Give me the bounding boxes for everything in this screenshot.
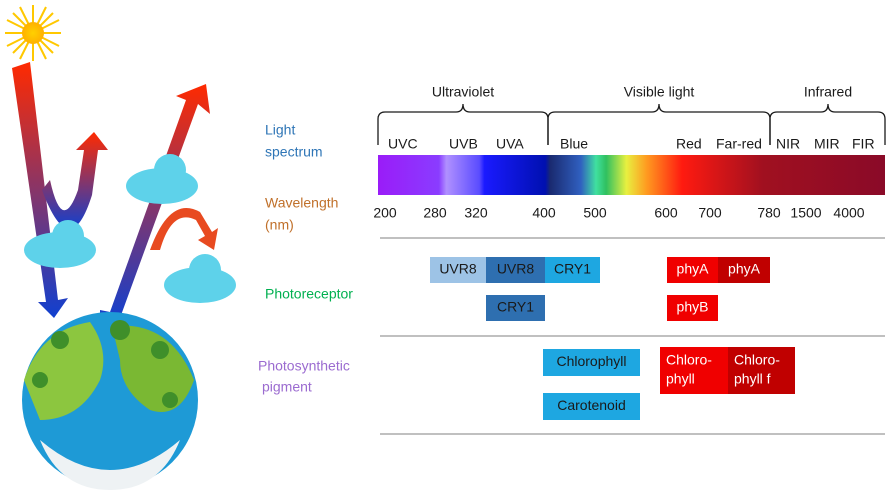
band-label: UVC	[388, 136, 418, 152]
label: Photosynthetic	[258, 358, 350, 374]
photoreceptor-box	[545, 257, 600, 283]
spectrum-bar	[378, 155, 885, 195]
brace	[547, 103, 771, 145]
pigment-box	[543, 349, 640, 376]
wavelength-label: 500	[583, 205, 607, 221]
illustration	[5, 5, 236, 490]
pigment-label: phyll	[666, 371, 695, 387]
pigment-label: phyll f	[734, 371, 771, 387]
photoreceptor-box	[486, 257, 545, 283]
photoreceptor-label: phyB	[677, 299, 709, 315]
photoreceptor-box	[430, 257, 486, 283]
pigment-label: Chloro-	[734, 352, 780, 368]
pigment-label: Carotenoid	[557, 397, 626, 413]
region-label: Visible light	[624, 84, 695, 100]
wavelength-label: 400	[532, 205, 556, 221]
label: pigment	[262, 379, 312, 395]
pigment-box	[660, 347, 728, 394]
wavelength-label: 320	[464, 205, 488, 221]
photoreceptor-label: CRY1	[554, 261, 591, 277]
wavelength-label: 600	[654, 205, 678, 221]
label: Light	[265, 122, 295, 138]
label: spectrum	[265, 144, 323, 160]
wavelength-label: 4000	[833, 205, 864, 221]
wavelength-label: 780	[757, 205, 781, 221]
photoreceptor-box	[667, 257, 718, 283]
brace	[769, 103, 886, 145]
wavelength-label: 700	[698, 205, 722, 221]
label: Photoreceptor	[265, 286, 353, 302]
band-label: Red	[676, 136, 702, 152]
photoreceptor-label: CRY1	[497, 299, 534, 315]
region-label: Ultraviolet	[432, 84, 494, 100]
band-label: FIR	[852, 136, 875, 152]
photoreceptor-label: phyA	[677, 261, 710, 277]
pigment-box	[728, 347, 795, 394]
brace	[377, 103, 549, 145]
pigment-box	[543, 393, 640, 420]
label: (nm)	[265, 217, 294, 233]
wavelength-label: 280	[423, 205, 447, 221]
wavelength-label: 200	[373, 205, 397, 221]
band-label: Far-red	[716, 136, 762, 152]
band-label: UVA	[496, 136, 524, 152]
pigment-label: Chloro-	[666, 352, 712, 368]
photoreceptor-label: UVR8	[497, 261, 535, 277]
label: Wavelength	[265, 195, 338, 211]
band-label: UVB	[449, 136, 478, 152]
region-label: Infrared	[804, 84, 852, 100]
band-label: MIR	[814, 136, 840, 152]
photoreceptor-box	[718, 257, 770, 283]
pigment-label: Chlorophyll	[556, 353, 626, 369]
photoreceptor-label: phyA	[728, 261, 761, 277]
band-label: Blue	[560, 136, 588, 152]
photoreceptor-box	[667, 295, 718, 321]
photoreceptor-box	[486, 295, 545, 321]
wavelength-label: 1500	[790, 205, 821, 221]
photoreceptor-label: UVR8	[439, 261, 477, 277]
band-label: NIR	[776, 136, 800, 152]
